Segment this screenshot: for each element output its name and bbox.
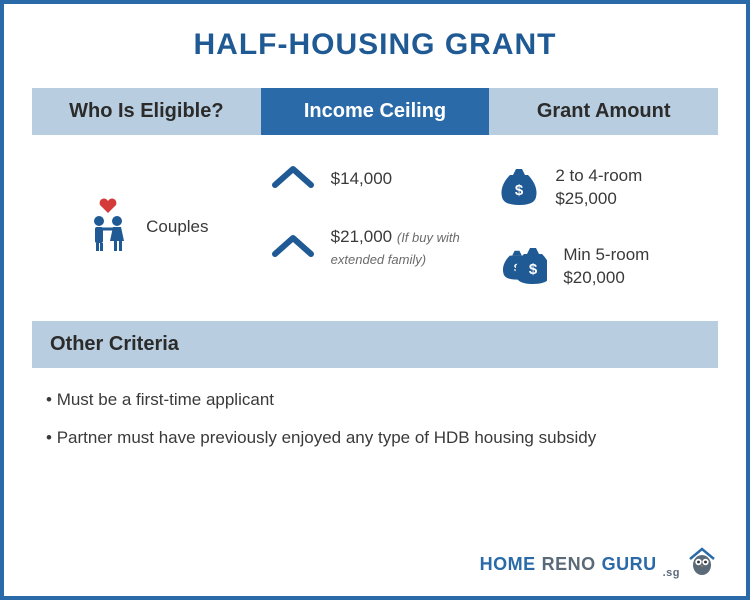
income-amount-1: $14,000 xyxy=(331,168,392,190)
couple-icon xyxy=(84,197,132,258)
income-amount-2: $21,000 (If buy with extended family) xyxy=(331,226,480,270)
grant-row-2: $ $ Min 5-room $20,000 xyxy=(499,242,708,291)
col-header-income: Income Ceiling xyxy=(261,88,490,135)
roof-icon xyxy=(271,163,315,196)
grant-text-1: 2 to 4-room $25,000 xyxy=(555,165,642,209)
criteria-item: • Must be a first-time applicant xyxy=(46,390,704,410)
col-header-grant: Grant Amount xyxy=(489,88,718,135)
money-bags-icon: $ $ xyxy=(499,242,547,291)
other-criteria-heading: Other Criteria xyxy=(32,321,718,368)
content-row: Couples $14,000 $21,000 xyxy=(32,135,718,315)
grant-row-1: $ 2 to 4-room $25,000 xyxy=(499,163,708,212)
eligible-column: Couples xyxy=(32,163,261,291)
money-bag-icon: $ xyxy=(499,163,539,212)
brand-logo: HOMERENOGURU.sg xyxy=(480,547,718,582)
svg-text:$: $ xyxy=(515,182,524,199)
income-row-2: $21,000 (If buy with extended family) xyxy=(271,226,480,270)
eligible-label: Couples xyxy=(146,216,208,238)
column-headers: Who Is Eligible? Income Ceiling Grant Am… xyxy=(32,88,718,135)
page-title: HALF-HOUSING GRANT xyxy=(32,28,718,62)
criteria-item: • Partner must have previously enjoyed a… xyxy=(46,428,704,448)
grant-column: $ 2 to 4-room $25,000 $ xyxy=(489,163,718,291)
svg-text:$: $ xyxy=(529,261,538,278)
criteria-list: • Must be a first-time applicant • Partn… xyxy=(32,368,718,448)
grant-card: HALF-HOUSING GRANT Who Is Eligible? Inco… xyxy=(0,0,750,600)
roof-icon xyxy=(271,232,315,265)
income-column: $14,000 $21,000 (If buy with extended fa… xyxy=(261,163,490,291)
grant-text-2: Min 5-room $20,000 xyxy=(563,244,649,288)
owl-icon xyxy=(686,547,718,582)
col-header-eligible: Who Is Eligible? xyxy=(32,88,261,135)
income-row-1: $14,000 xyxy=(271,163,480,196)
